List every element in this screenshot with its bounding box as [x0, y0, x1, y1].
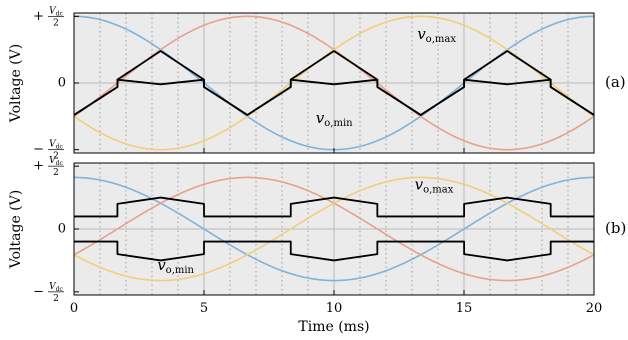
panel-a-envelope-min-line: [73, 78, 595, 116]
panel-b-ylabel: Voltage (V): [8, 190, 24, 269]
panel-a-grid: [74, 13, 594, 153]
x-tick-labels: 0 5 10 15 20: [70, 301, 602, 316]
x-tick-label-0: 0: [70, 301, 78, 316]
panel-b-ytick-sign-0: +: [33, 159, 44, 174]
panel-a-ytick-denominator-2: 2: [53, 152, 59, 162]
panel-a-ytick-denominator-0: 2: [53, 18, 59, 28]
panel-b-ytick-numerator-2: Vdc: [49, 282, 63, 293]
panel-a-ytick-numerator-0: Vdc: [49, 6, 63, 17]
panel-b-ytick-denominator-0: 2: [53, 168, 59, 178]
panel-b-ytick-sign-2: −: [33, 284, 44, 299]
x-tick-label-10: 10: [326, 301, 343, 316]
panel-a-phase-3-line: [73, 15, 595, 151]
panel-a-envelope-max-line: [73, 50, 595, 116]
panel-a-ylabel: Voltage (V): [8, 44, 24, 123]
x-axis-label: Time (ms): [298, 319, 369, 335]
x-tick-label-5: 5: [200, 301, 208, 316]
panel-a-ytick-numerator-2: Vdc: [49, 140, 63, 151]
x-tick-label-15: 15: [456, 301, 473, 316]
panel-b-ytick-label-1: 0: [58, 222, 66, 237]
panel-b-phase-3-line: [73, 176, 595, 282]
x-tick-label-20: 20: [586, 301, 603, 316]
panel-b-series: [73, 176, 595, 282]
panel-b-envelope-max-line: [74, 196, 595, 218]
panel-a-ytick-sign-0: +: [33, 9, 44, 24]
panel-b-ytick-denominator-2: 2: [53, 294, 59, 304]
panel-a-ytick-label-1: 0: [58, 76, 66, 91]
panel-b-tag: (b): [605, 219, 626, 237]
panel-a-ytick-sign-2: −: [33, 142, 44, 157]
panel-b-ytick-numerator-0: Vdc: [49, 156, 63, 167]
panel-a-tag: (a): [605, 73, 626, 91]
panel-b-envelope-min-line: [74, 240, 595, 262]
